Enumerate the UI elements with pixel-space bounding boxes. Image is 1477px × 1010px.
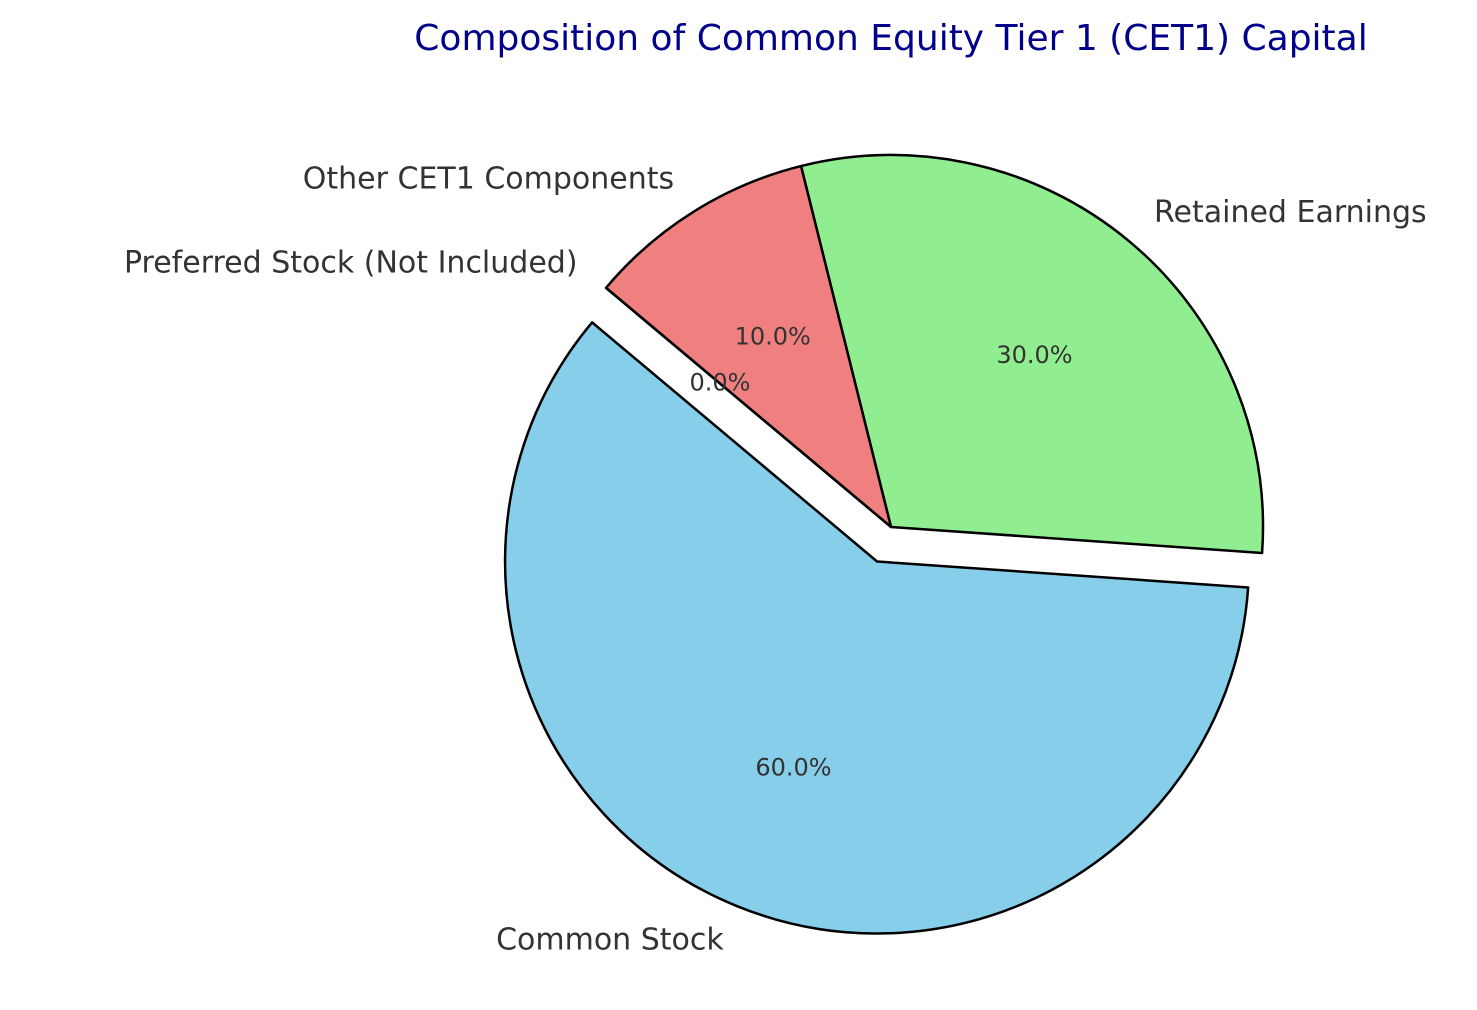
slice-common-stock xyxy=(503,321,1250,935)
percent-common-stock: 60.0% xyxy=(755,753,831,781)
percent-retained-earnings: 30.0% xyxy=(996,341,1072,369)
slice-preferred-stock-not-included xyxy=(605,286,892,528)
label-preferred-stock-not-included: Preferred Stock (Not Included) xyxy=(124,245,578,280)
percent-other-cet1-components: 10.0% xyxy=(735,323,811,351)
slice-retained-earnings xyxy=(799,153,1265,555)
label-other-cet1-components: Other CET1 Components xyxy=(303,161,674,196)
slice-other-cet1-components xyxy=(604,164,893,529)
pie-labels: Common Stock 60.0% Retained Earnings 30.0% O… xyxy=(124,161,1427,957)
chart-title: Composition of Common Equity Tier 1 (CET… xyxy=(414,18,1367,59)
percent-preferred-stock-not-included: 0.0% xyxy=(690,369,751,397)
label-retained-earnings: Retained Earnings xyxy=(1154,195,1427,230)
pie-slices xyxy=(503,153,1265,935)
label-common-stock: Common Stock xyxy=(496,922,724,957)
